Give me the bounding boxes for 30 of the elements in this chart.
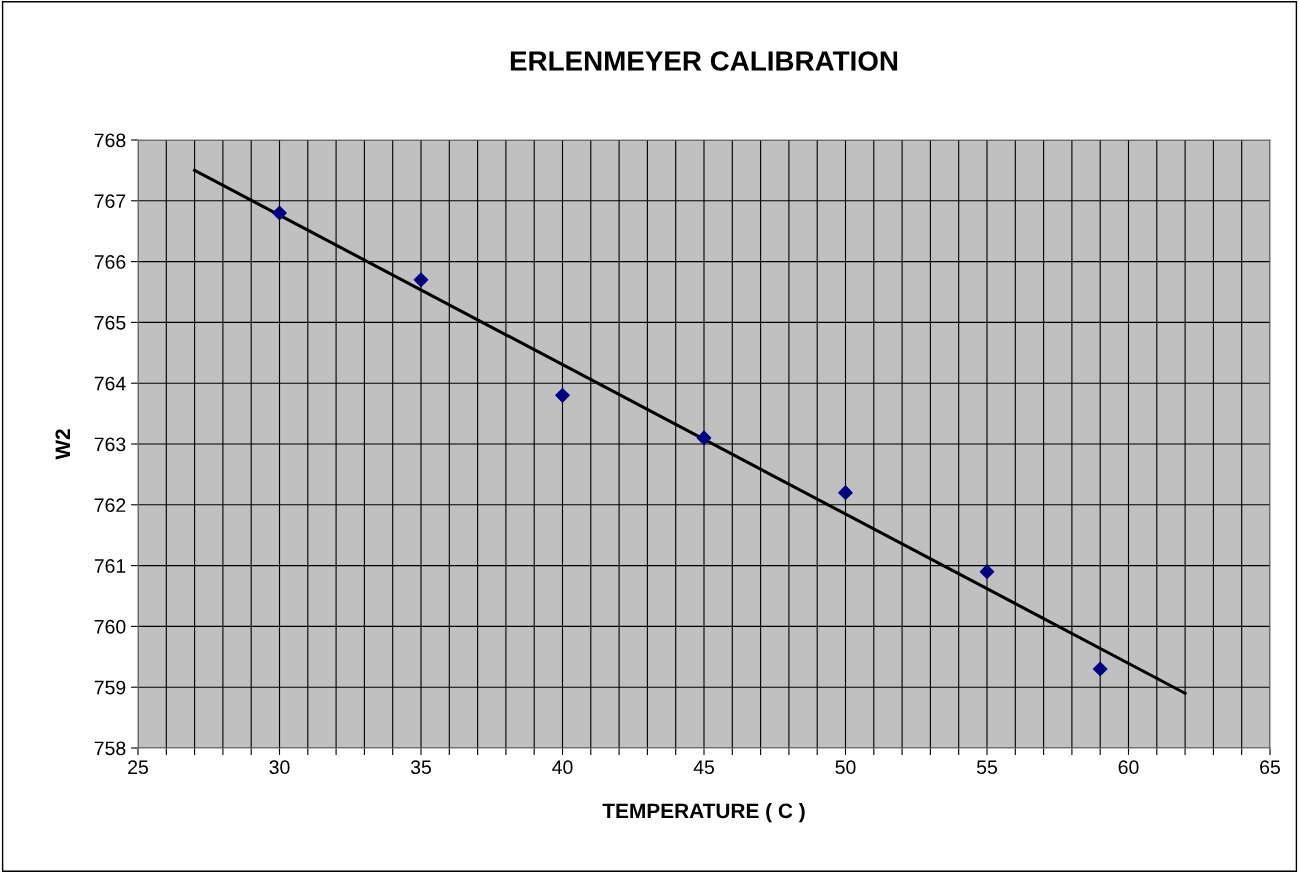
- x-tick-label: 65: [1260, 760, 1280, 775]
- y-tick-label: 768: [94, 133, 126, 148]
- y-tick-label: 759: [94, 680, 126, 695]
- y-tick-label: 761: [94, 559, 126, 573]
- chart-title: ERLENMEYER CALIBRATION: [510, 51, 898, 71]
- x-tick-label: 30: [269, 760, 290, 775]
- x-tick-label: 55: [976, 760, 997, 775]
- x-tick-label: 50: [835, 760, 856, 775]
- x-tick-label: 25: [128, 760, 148, 775]
- y-tick-label: 763: [94, 437, 126, 452]
- y-tick-label: 762: [94, 498, 126, 513]
- point: [272, 205, 287, 221]
- y-tick-label: 766: [94, 255, 126, 269]
- point: [979, 564, 995, 579]
- x-tick-label: 40: [552, 760, 573, 775]
- y-tick-label: 767: [94, 194, 126, 209]
- y-tick-label: 764: [94, 376, 126, 391]
- x-tick-label: 35: [410, 760, 431, 775]
- x-tick-label: 45: [693, 760, 714, 775]
- point: [696, 430, 712, 446]
- point: [555, 388, 570, 403]
- point: [1092, 661, 1108, 677]
- x-tick-label: 60: [1118, 760, 1139, 775]
- point: [413, 272, 429, 288]
- point: [838, 485, 853, 500]
- y-tick-label: 758: [94, 741, 126, 756]
- x-axis-title: TEMPERATURE ( C ): [602, 802, 805, 823]
- y-tick-label: 760: [94, 619, 126, 634]
- y-tick-label: 765: [94, 315, 126, 330]
- y-axis-title: W2: [55, 429, 70, 460]
